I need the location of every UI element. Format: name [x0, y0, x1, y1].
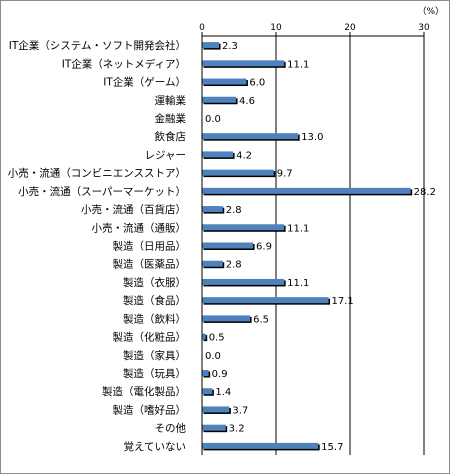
value-label: 6.0	[249, 78, 265, 89]
axis-lines	[201, 32, 425, 455]
value-label: 28.2	[414, 187, 436, 198]
value-label: 13.0	[301, 132, 323, 143]
value-label: 4.6	[239, 96, 255, 107]
category-label: 製造（嗜好品）	[113, 403, 187, 416]
bar	[202, 242, 254, 249]
category-label: IT企業（システム・ソフト開発会社）	[9, 39, 186, 52]
value-label: 6.5	[253, 314, 269, 325]
bar	[202, 206, 223, 213]
value-label: 0.0	[205, 114, 221, 125]
unit-label: （%）	[417, 6, 444, 17]
bar	[202, 187, 411, 194]
bar	[202, 333, 206, 340]
category-label: 飲食店	[155, 130, 187, 143]
category-label: 製造（食品）	[123, 294, 186, 307]
bar	[202, 224, 285, 231]
grid-layer	[275, 36, 425, 455]
category-label: 小売・流通（百貨店）	[81, 203, 186, 216]
category-label: 製造（電化製品）	[102, 385, 186, 398]
bar	[202, 133, 299, 140]
bar	[202, 60, 285, 67]
category-label: 小売・流通（通販）	[92, 221, 187, 234]
category-label: 覚えていない	[124, 440, 186, 453]
x-tick-label: 10	[270, 23, 282, 33]
bar	[202, 297, 329, 304]
category-label: レジャー	[145, 149, 186, 161]
value-label: 17.1	[332, 296, 354, 307]
value-label: 11.1	[287, 223, 309, 234]
category-label: 製造（化粧品）	[113, 331, 187, 344]
category-label: IT企業（ゲーム）	[103, 76, 186, 89]
bars	[202, 42, 413, 451]
value-label: 0.9	[212, 369, 228, 380]
value-label: 4.2	[236, 150, 252, 161]
value-label: 11.1	[287, 278, 309, 289]
bar	[202, 78, 247, 85]
bar	[202, 260, 223, 267]
bar	[202, 370, 209, 377]
value-label: 15.7	[321, 442, 343, 453]
value-label: 2.8	[226, 205, 242, 216]
bar	[202, 315, 251, 322]
value-labels: 2.3 11.1 6.0 4.6 0.0 13.0 4.2 9.7 28.2 2.8 11.1 6.9…	[205, 41, 436, 453]
bar	[202, 151, 234, 158]
value-label: 0.0	[205, 351, 221, 362]
category-label: 小売・流通（コンビニエンスストア）	[8, 167, 186, 180]
x-axis-ticks: 0 10 20 30	[199, 23, 430, 33]
bar	[202, 424, 226, 431]
category-label: 金融業	[155, 112, 187, 125]
category-label: その他	[155, 422, 187, 435]
category-label: 製造（日用品）	[113, 240, 187, 253]
category-labels: IT企業（システム・ソフト開発会社） IT企業（ネットメディア） IT企業（ゲーム）…	[8, 39, 187, 453]
bar	[202, 169, 274, 176]
x-tick-label: 20	[344, 23, 356, 33]
bar	[202, 406, 230, 413]
category-label: 運輸業	[155, 94, 187, 107]
value-label: 1.4	[215, 387, 231, 398]
value-label: 11.1	[287, 59, 309, 70]
value-label: 2.8	[226, 260, 242, 271]
category-label: 製造（飲料）	[123, 312, 186, 325]
bar	[202, 388, 213, 395]
category-label: IT企業（ネットメディア）	[62, 57, 186, 70]
bar	[202, 96, 237, 103]
value-label: 2.3	[222, 41, 238, 52]
category-label: 製造（衣服）	[123, 276, 186, 289]
value-label: 6.9	[256, 242, 272, 253]
bar	[202, 42, 220, 49]
category-label: 製造（家具）	[123, 349, 186, 362]
x-tick-label: 30	[418, 23, 430, 33]
x-tick-label: 0	[199, 23, 205, 33]
value-label: 9.7	[277, 169, 293, 180]
category-label: 小売・流通（スーパーマーケット）	[18, 185, 186, 198]
value-label: 0.5	[209, 333, 225, 344]
bar	[202, 442, 319, 449]
bar	[202, 278, 285, 285]
value-label: 3.2	[229, 424, 245, 435]
category-label: 製造（医薬品）	[113, 258, 187, 271]
value-label: 3.7	[232, 405, 248, 416]
category-label: 製造（玩具）	[123, 367, 186, 380]
